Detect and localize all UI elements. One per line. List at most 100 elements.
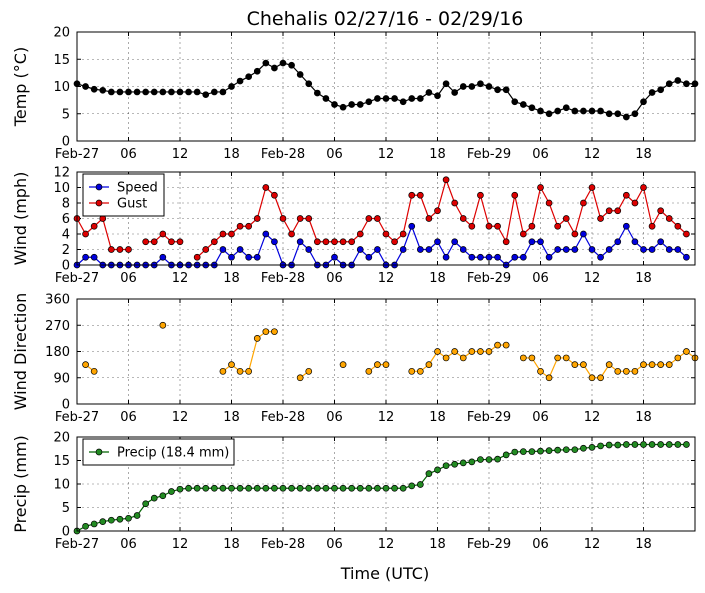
data-point — [442, 80, 450, 88]
data-point — [331, 253, 338, 261]
data-point — [365, 215, 373, 222]
x-tick-label: Feb-28 — [261, 537, 305, 552]
panel-direction: 0 90 180 270 360 Feb-27 06 12 18 Feb-28 06 12 18 Feb-… — [11, 293, 699, 425]
y-tick-label: 0 — [62, 398, 70, 413]
data-point — [468, 458, 476, 466]
data-point — [562, 246, 570, 253]
data-point — [528, 222, 536, 230]
data-point — [116, 515, 124, 523]
data-point — [425, 361, 433, 368]
x-tick-label: 18 — [223, 537, 240, 552]
legend-label: Speed — [117, 181, 158, 196]
data-point — [562, 215, 570, 222]
data-point — [657, 361, 665, 368]
data-point — [185, 88, 192, 96]
data-point — [339, 361, 347, 368]
y-tick-label: 270 — [45, 319, 70, 334]
data-point — [313, 238, 321, 246]
data-point — [519, 230, 527, 238]
data-point — [571, 446, 579, 454]
data-point — [90, 367, 98, 375]
data-point — [571, 246, 579, 253]
data-point — [477, 456, 484, 463]
x-tick-label: 18 — [635, 271, 652, 286]
data-point — [365, 253, 373, 261]
data-point — [125, 246, 132, 253]
plot-frame — [76, 31, 696, 142]
x-tick-label: 06 — [326, 537, 343, 552]
x-tick-label: 06 — [120, 147, 137, 162]
y-tick-label: 10 — [53, 478, 70, 493]
series-wind-gust — [73, 176, 690, 261]
data-point — [399, 484, 407, 492]
data-point — [631, 110, 639, 118]
data-point — [494, 253, 501, 261]
data-point — [219, 230, 227, 238]
data-point — [640, 98, 647, 106]
data-point — [511, 253, 519, 261]
data-point — [605, 361, 613, 368]
data-point — [459, 215, 467, 222]
data-point — [219, 246, 227, 253]
data-point — [348, 484, 356, 492]
legend-marker — [95, 199, 103, 207]
data-point — [142, 500, 150, 508]
data-point — [648, 361, 656, 368]
data-point — [408, 95, 416, 102]
data-point — [622, 222, 630, 230]
y-axis-label: Precip (mm) — [11, 435, 30, 533]
data-point — [82, 522, 89, 530]
data-point — [554, 354, 562, 362]
data-point — [262, 59, 270, 67]
data-point — [253, 484, 261, 492]
data-point — [477, 348, 484, 355]
x-tick-label: 12 — [378, 410, 395, 425]
data-point — [494, 341, 501, 349]
data-point — [519, 354, 527, 362]
data-point — [477, 80, 484, 88]
data-point — [597, 253, 604, 261]
x-tick-label: 12 — [172, 537, 189, 552]
data-point — [82, 83, 89, 90]
data-point — [313, 89, 321, 97]
data-point — [236, 222, 244, 230]
x-tick-label: 12 — [584, 537, 601, 552]
data-point — [168, 238, 175, 246]
data-point — [683, 80, 690, 88]
data-point — [374, 361, 381, 368]
data-point — [648, 441, 656, 448]
data-point — [588, 184, 596, 191]
data-point — [382, 230, 390, 238]
panel-temp: 0 5 10 15 20 Feb-27 06 12 18 Feb-28 06 12 18 Feb-29 06… — [11, 26, 699, 162]
data-point — [442, 354, 450, 362]
x-tick-label: 06 — [326, 147, 343, 162]
x-tick-label: 06 — [326, 410, 343, 425]
data-point — [665, 361, 673, 368]
data-point — [622, 367, 630, 375]
x-tick-label: 12 — [378, 147, 395, 162]
data-point — [150, 494, 158, 502]
data-point — [262, 484, 270, 492]
data-point — [588, 107, 596, 115]
series-temp-0 — [73, 59, 699, 121]
data-point — [442, 176, 450, 184]
data-point — [193, 253, 201, 261]
data-point — [262, 328, 270, 336]
data-point — [253, 253, 261, 261]
y-tick-label: 15 — [53, 454, 70, 469]
data-point — [494, 86, 501, 94]
data-point — [416, 95, 424, 102]
x-tick-label: 12 — [172, 271, 189, 286]
data-point — [674, 246, 682, 253]
data-point — [648, 246, 656, 253]
data-point — [597, 442, 604, 450]
data-point — [494, 222, 501, 230]
data-point — [502, 86, 510, 94]
data-point — [416, 246, 424, 253]
data-point — [305, 367, 313, 375]
data-point — [554, 246, 562, 253]
data-point — [408, 222, 416, 230]
data-point — [365, 367, 373, 375]
data-point — [228, 83, 235, 90]
